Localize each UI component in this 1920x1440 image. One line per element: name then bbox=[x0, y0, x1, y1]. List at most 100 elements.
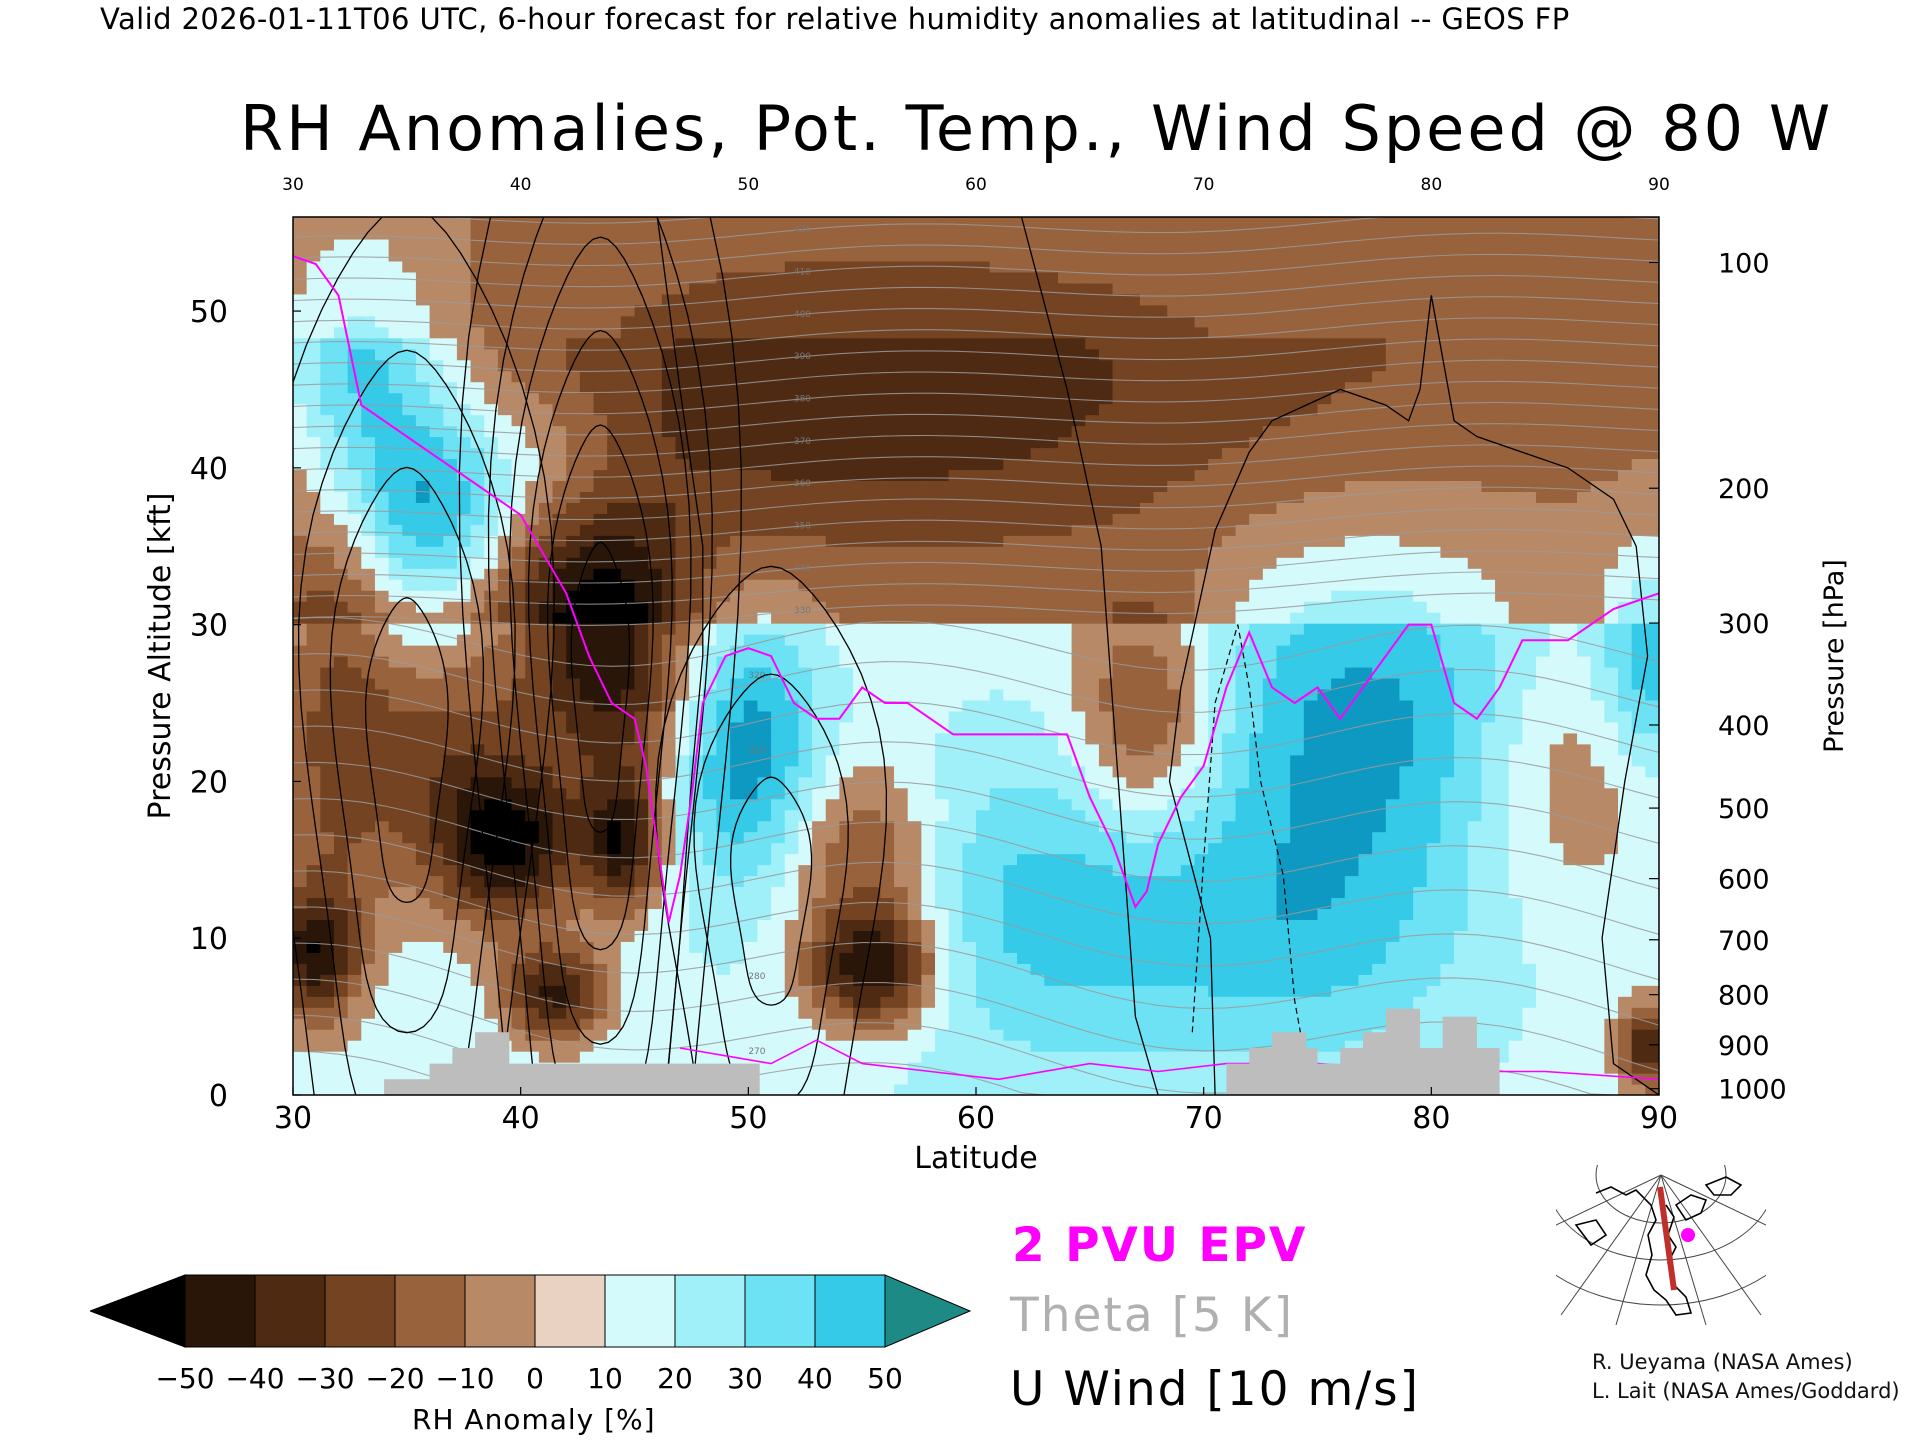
rh-cell bbox=[839, 612, 854, 624]
rh-cell bbox=[1044, 699, 1059, 712]
rh-cell bbox=[743, 579, 759, 591]
rh-cell bbox=[552, 853, 567, 866]
rh-cell bbox=[1016, 623, 1032, 635]
rh-cell bbox=[1085, 897, 1100, 910]
rh-cell bbox=[402, 743, 417, 756]
rh-cell bbox=[702, 798, 718, 811]
rh-cell bbox=[935, 1029, 950, 1041]
rh-cell bbox=[347, 1018, 362, 1030]
rh-cell bbox=[402, 293, 417, 306]
rh-cell bbox=[1044, 1040, 1059, 1052]
rh-cell bbox=[743, 897, 759, 910]
rh-cell bbox=[839, 568, 854, 580]
rh-cell bbox=[552, 897, 567, 910]
rh-cell bbox=[443, 1018, 458, 1030]
rh-cell bbox=[620, 919, 636, 931]
rh-cell bbox=[894, 721, 909, 734]
rh-cell bbox=[1003, 952, 1018, 964]
rh-cell bbox=[470, 820, 485, 833]
rh-cell bbox=[552, 612, 567, 624]
rh-cell bbox=[1112, 370, 1127, 383]
rh-cell bbox=[839, 842, 854, 855]
rh-cell bbox=[689, 370, 704, 383]
rh-cell bbox=[894, 491, 909, 503]
rh-cell bbox=[552, 732, 567, 745]
rh-cell bbox=[634, 677, 649, 690]
rh-cell bbox=[1071, 875, 1086, 888]
rh-cell bbox=[880, 535, 895, 547]
rh-cell bbox=[935, 502, 950, 514]
rh-cell bbox=[976, 732, 991, 745]
rh-cell bbox=[361, 842, 376, 855]
rh-cell bbox=[1030, 853, 1045, 866]
rh-cell bbox=[593, 249, 608, 262]
rh-cell bbox=[525, 1007, 540, 1019]
rh-cell bbox=[320, 688, 335, 701]
rh-cell bbox=[1085, 1040, 1100, 1052]
rh-cell bbox=[1030, 557, 1045, 569]
rh-cell bbox=[1071, 809, 1086, 822]
rh-cell bbox=[361, 787, 376, 800]
rh-cell bbox=[1044, 348, 1059, 361]
rh-cell bbox=[1044, 293, 1059, 306]
rh-cell bbox=[1057, 656, 1073, 668]
rh-cell bbox=[921, 293, 936, 306]
rh-cell bbox=[921, 952, 936, 964]
rh-cell bbox=[1044, 513, 1059, 525]
rh-cell bbox=[880, 469, 895, 481]
rh-cell bbox=[634, 403, 649, 416]
rh-cell bbox=[935, 579, 950, 591]
rh-cell bbox=[456, 996, 472, 1008]
rh-cell bbox=[702, 217, 718, 229]
rh-cell bbox=[907, 897, 922, 910]
rh-cell bbox=[989, 677, 1004, 690]
rh-cell bbox=[1126, 710, 1141, 723]
rh-cell bbox=[962, 436, 977, 449]
rh-cell bbox=[1030, 1073, 1045, 1085]
rh-cell bbox=[293, 1007, 308, 1019]
rh-cell bbox=[689, 612, 704, 624]
rh-cell bbox=[839, 809, 854, 822]
rh-cell bbox=[743, 1007, 759, 1019]
rh-cell bbox=[579, 930, 595, 942]
rh-cell bbox=[648, 491, 663, 503]
rh-cell bbox=[866, 359, 881, 372]
rh-cell bbox=[443, 249, 458, 262]
rh-cell bbox=[948, 436, 963, 449]
rh-cell bbox=[538, 271, 554, 284]
rh-cell bbox=[894, 469, 909, 481]
rh-cell bbox=[825, 447, 840, 460]
rh-cell bbox=[935, 798, 950, 811]
rh-cell bbox=[388, 645, 403, 657]
rh-cell bbox=[374, 326, 390, 339]
rh-cell bbox=[607, 1018, 622, 1030]
rh-cell bbox=[771, 1018, 786, 1030]
rh-cell bbox=[1112, 688, 1127, 701]
rh-cell bbox=[443, 634, 458, 646]
rh-cell bbox=[880, 480, 895, 492]
rh-cell bbox=[1030, 238, 1045, 251]
rh-cell bbox=[648, 348, 663, 361]
rh-cell bbox=[962, 458, 977, 471]
rh-cell bbox=[716, 381, 731, 394]
rh-cell bbox=[935, 546, 950, 558]
rh-cell bbox=[1126, 403, 1141, 416]
rh-cell bbox=[730, 326, 745, 339]
rh-cell bbox=[443, 930, 458, 942]
rh-cell bbox=[361, 656, 376, 668]
rh-cell bbox=[1126, 458, 1141, 471]
rh-cell bbox=[702, 491, 718, 503]
rh-cell bbox=[1030, 864, 1045, 877]
rh-cell bbox=[661, 875, 677, 888]
rh-cell bbox=[388, 403, 403, 416]
rh-cell bbox=[976, 238, 991, 251]
rh-cell bbox=[429, 908, 444, 920]
rh-cell bbox=[552, 436, 567, 449]
rh-cell bbox=[374, 425, 390, 438]
rh-cell bbox=[566, 721, 581, 734]
rh-cell bbox=[1016, 710, 1032, 723]
rh-cell bbox=[306, 348, 321, 361]
rh-cell bbox=[784, 293, 800, 306]
rh-cell bbox=[443, 568, 458, 580]
rh-cell bbox=[661, 282, 677, 295]
